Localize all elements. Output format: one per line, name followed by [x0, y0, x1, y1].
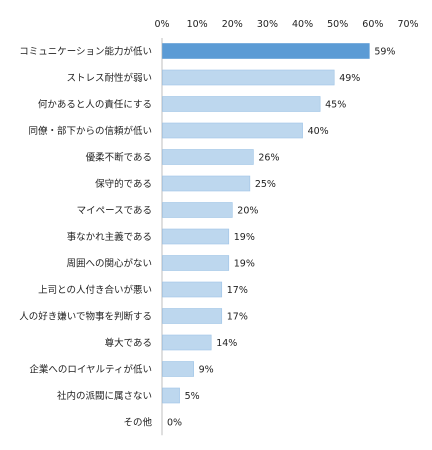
value-label: 0% — [167, 418, 182, 429]
category-label: 周囲への関心がない — [66, 258, 152, 270]
x-tick-label: 30% — [257, 19, 278, 30]
value-label: 45% — [325, 100, 346, 111]
category-labels: コミュニケーション能力が低いストレス耐性が弱い何かあると人の責任にする同僚・部下… — [19, 46, 152, 429]
x-tick-label: 60% — [362, 19, 383, 30]
x-tick-label: 10% — [187, 19, 208, 30]
category-label: 保守的である — [95, 178, 152, 190]
category-label: 事なかれ主義である — [67, 231, 152, 243]
x-tick-label: 50% — [327, 19, 348, 30]
category-label: コミュニケーション能力が低い — [19, 46, 152, 58]
category-label: その他 — [123, 417, 152, 429]
x-tick-label: 40% — [292, 19, 313, 30]
category-label: 尊大である — [105, 337, 152, 349]
value-label: 17% — [227, 285, 248, 296]
value-label: 49% — [339, 73, 360, 84]
bar — [162, 43, 370, 59]
bar — [162, 228, 230, 245]
category-label: マイペースである — [77, 206, 152, 217]
bars — [162, 43, 370, 404]
category-label: 社内の派閥に属さない — [57, 390, 152, 402]
bar — [162, 255, 230, 271]
category-label: 同僚・部下からの信頼が低い — [28, 125, 152, 137]
bar — [162, 387, 180, 404]
bar — [162, 361, 194, 377]
value-label: 19% — [234, 259, 255, 270]
bar — [162, 122, 303, 139]
category-label: 優柔不断である — [86, 152, 152, 164]
bar — [162, 175, 251, 192]
x-axis-ticks: 0% 10% 20% 30% 40% 50% 60% 70% — [154, 19, 418, 30]
category-label: 人の好き嫌いで物事を判断する — [19, 311, 152, 323]
category-label: 上司との人付き合いが悪い — [38, 284, 152, 296]
value-label: 9% — [199, 365, 214, 376]
bar — [162, 281, 223, 298]
bar — [162, 96, 321, 112]
value-label: 5% — [185, 391, 200, 402]
category-label: 何かあると人の責任にする — [38, 99, 152, 111]
value-label: 40% — [308, 126, 329, 137]
bar — [162, 308, 223, 324]
bar — [162, 149, 254, 165]
value-label: 59% — [374, 47, 395, 58]
bar — [162, 69, 335, 86]
x-tick-label: 70% — [397, 19, 418, 30]
category-label: ストレス耐性が弱い — [66, 72, 152, 84]
bar — [162, 334, 212, 351]
value-labels: 59% 49% 45% 40% 26% 25% 20% 19% 19% 17% 17% 14% 9% 5%… — [167, 47, 395, 429]
value-label: 19% — [234, 232, 255, 243]
bar — [162, 202, 233, 218]
x-tick-label: 0% — [154, 19, 169, 30]
value-label: 26% — [258, 153, 279, 164]
value-label: 25% — [255, 179, 276, 190]
x-tick-label: 20% — [222, 19, 243, 30]
value-label: 17% — [227, 312, 248, 323]
category-label: 企業へのロイヤルティが低い — [29, 364, 152, 376]
value-label: 20% — [237, 206, 258, 217]
value-label: 14% — [216, 338, 237, 349]
